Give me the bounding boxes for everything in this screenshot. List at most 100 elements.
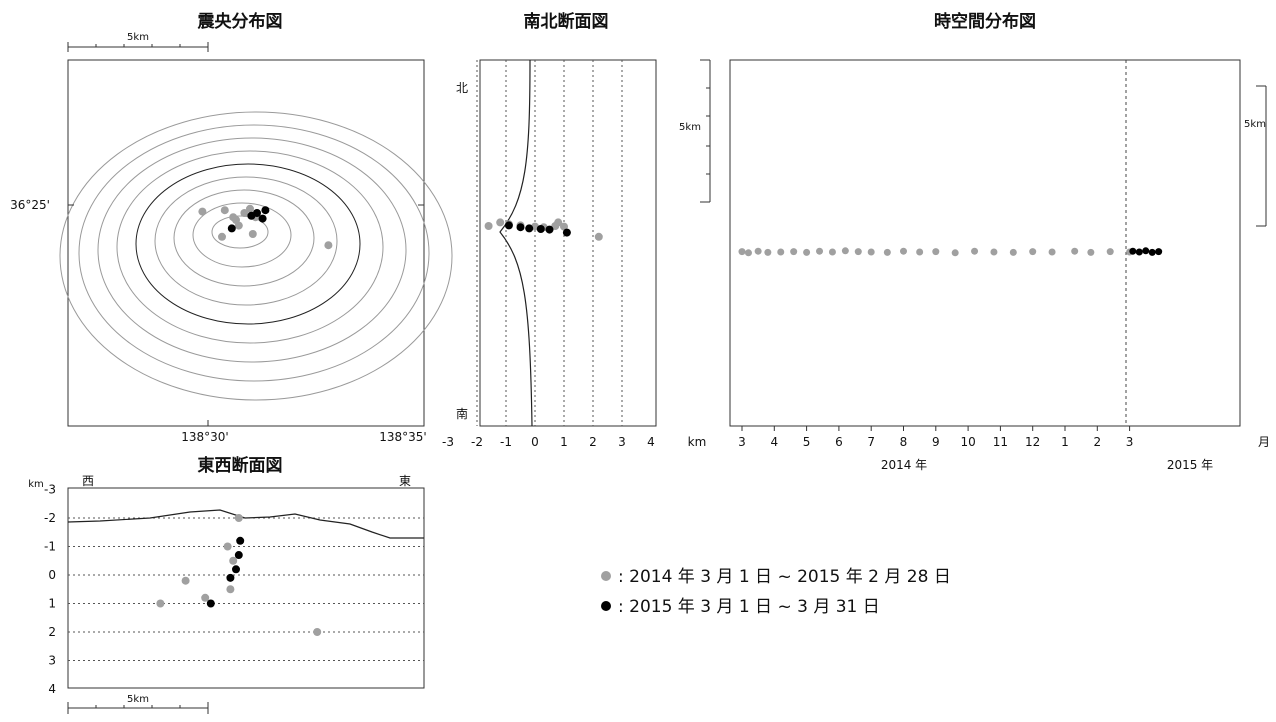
ew-points <box>156 514 322 636</box>
ns-x-tick-label: 0 <box>531 435 539 449</box>
st-month-label: 8 <box>900 435 908 449</box>
lon-label-2: 138°35' <box>379 430 426 444</box>
st-scale-bar: 5km <box>1244 85 1267 227</box>
st-scale-label: 5km <box>1244 119 1266 130</box>
ew-point <box>226 585 235 594</box>
st-point <box>916 248 924 256</box>
legend-recent-label: : 2015 年 3 月 1 日 ~ 3 月 31 日 <box>618 597 880 617</box>
ns-point <box>562 228 571 237</box>
st-point <box>754 247 762 255</box>
epicenter-point <box>218 232 226 241</box>
ew-point <box>229 556 238 565</box>
lat-label: 36°25' <box>10 198 50 212</box>
st-point <box>803 248 811 256</box>
epicenter-frame <box>67 59 425 427</box>
ns-x-ticks: -3 -2 -1 0 1 2 3 4 <box>442 435 655 449</box>
st-month-label: 3 <box>1126 435 1134 449</box>
st-point <box>1029 248 1037 256</box>
ew-scale-bar: 5km <box>67 694 209 714</box>
st-point <box>738 248 746 256</box>
ns-points <box>484 218 603 241</box>
ns-x-tick-label: -2 <box>471 435 483 449</box>
legend: : 2014 年 3 月 1 日 ~ 2015 年 2 月 28 日 : 201… <box>601 567 951 617</box>
st-point <box>1087 248 1095 256</box>
ew-unit-label: km <box>28 479 44 490</box>
st-month-label: 4 <box>770 435 778 449</box>
ns-point <box>536 225 545 233</box>
ns-section-title: 南北断面図 <box>524 11 609 32</box>
epicenter-point <box>240 209 249 217</box>
ns-point <box>594 232 603 241</box>
epicenter-point <box>324 241 333 250</box>
topographic-contours <box>59 111 453 401</box>
st-point <box>1135 248 1143 256</box>
st-month-unit: 月 <box>1258 435 1270 449</box>
ew-point <box>181 576 190 585</box>
ew-y-tick-label: -2 <box>44 511 56 525</box>
st-month-label: 1 <box>1061 435 1069 449</box>
ew-scale-label: 5km <box>127 694 149 705</box>
epicenter-scale-bar: 5km <box>67 32 209 52</box>
st-month-ticks: 3 4 5 6 7 8 9 10 11 12 1 2 3 <box>738 426 1133 449</box>
st-title: 時空間分布図 <box>934 11 1036 32</box>
st-point <box>744 249 752 257</box>
ns-point <box>545 225 554 234</box>
space-time-plot: 時空間分布図 3 4 5 6 7 8 9 10 11 12 1 2 3 月 2014 年 2015 年 … <box>729 11 1270 472</box>
st-point <box>971 247 979 255</box>
epicenter-point <box>198 207 207 216</box>
st-month-label: 2 <box>1093 435 1101 449</box>
ns-gridlines <box>476 60 623 426</box>
st-point <box>1155 248 1163 256</box>
st-point <box>951 249 959 257</box>
ew-point <box>313 628 322 636</box>
st-point <box>1009 248 1017 256</box>
epicenter-scale-label: 5km <box>127 32 149 43</box>
st-point <box>790 248 798 256</box>
legend-recent-marker <box>601 601 611 611</box>
ew-y-tick-label: 3 <box>48 654 56 668</box>
ns-unit-label: km <box>688 435 707 449</box>
ew-point <box>234 551 243 560</box>
epicenter-point <box>220 206 229 215</box>
epicenter-point <box>253 209 261 217</box>
ew-y-tick-label: 1 <box>48 597 56 611</box>
st-point <box>764 248 772 256</box>
ew-frame <box>67 487 425 689</box>
ns-point <box>554 218 563 227</box>
st-month-label: 7 <box>867 435 875 449</box>
east-label: 東 <box>399 474 411 488</box>
ns-scale-label: 5km <box>679 122 701 133</box>
ew-section-title: 東西断面図 <box>198 455 283 476</box>
st-point <box>777 248 785 256</box>
ew-y-tick-label: 0 <box>48 568 56 582</box>
st-point <box>1142 247 1150 255</box>
st-month-label: 9 <box>932 435 940 449</box>
north-label: 北 <box>456 81 468 95</box>
contour-line <box>154 176 338 306</box>
epicenter-point <box>227 224 236 233</box>
ew-point <box>236 536 245 545</box>
west-label: 西 <box>82 474 94 488</box>
ew-point <box>201 593 210 602</box>
contour-line <box>192 202 292 268</box>
epicenter-point <box>234 221 243 230</box>
ns-x-tick-label: -1 <box>500 435 512 449</box>
ns-x-tick-label: -3 <box>442 435 454 449</box>
st-point <box>932 248 940 256</box>
ns-point <box>484 222 493 230</box>
contour-line <box>173 189 315 287</box>
st-point <box>990 248 998 256</box>
ew-y-tick-label: 2 <box>48 625 56 639</box>
ew-point <box>206 599 215 608</box>
st-point <box>828 248 836 256</box>
st-point <box>1048 248 1056 256</box>
ns-section: 南北断面図 北 南 -3 -2 -1 0 1 2 3 4 km 5km <box>442 11 711 449</box>
epicenter-points <box>198 204 333 250</box>
ns-point <box>516 223 525 232</box>
ns-point <box>504 221 513 230</box>
ns-x-tick-label: 2 <box>589 435 597 449</box>
epicenter-map-title: 震央分布図 <box>197 11 283 32</box>
ew-point <box>156 599 165 608</box>
ns-point <box>560 222 568 231</box>
